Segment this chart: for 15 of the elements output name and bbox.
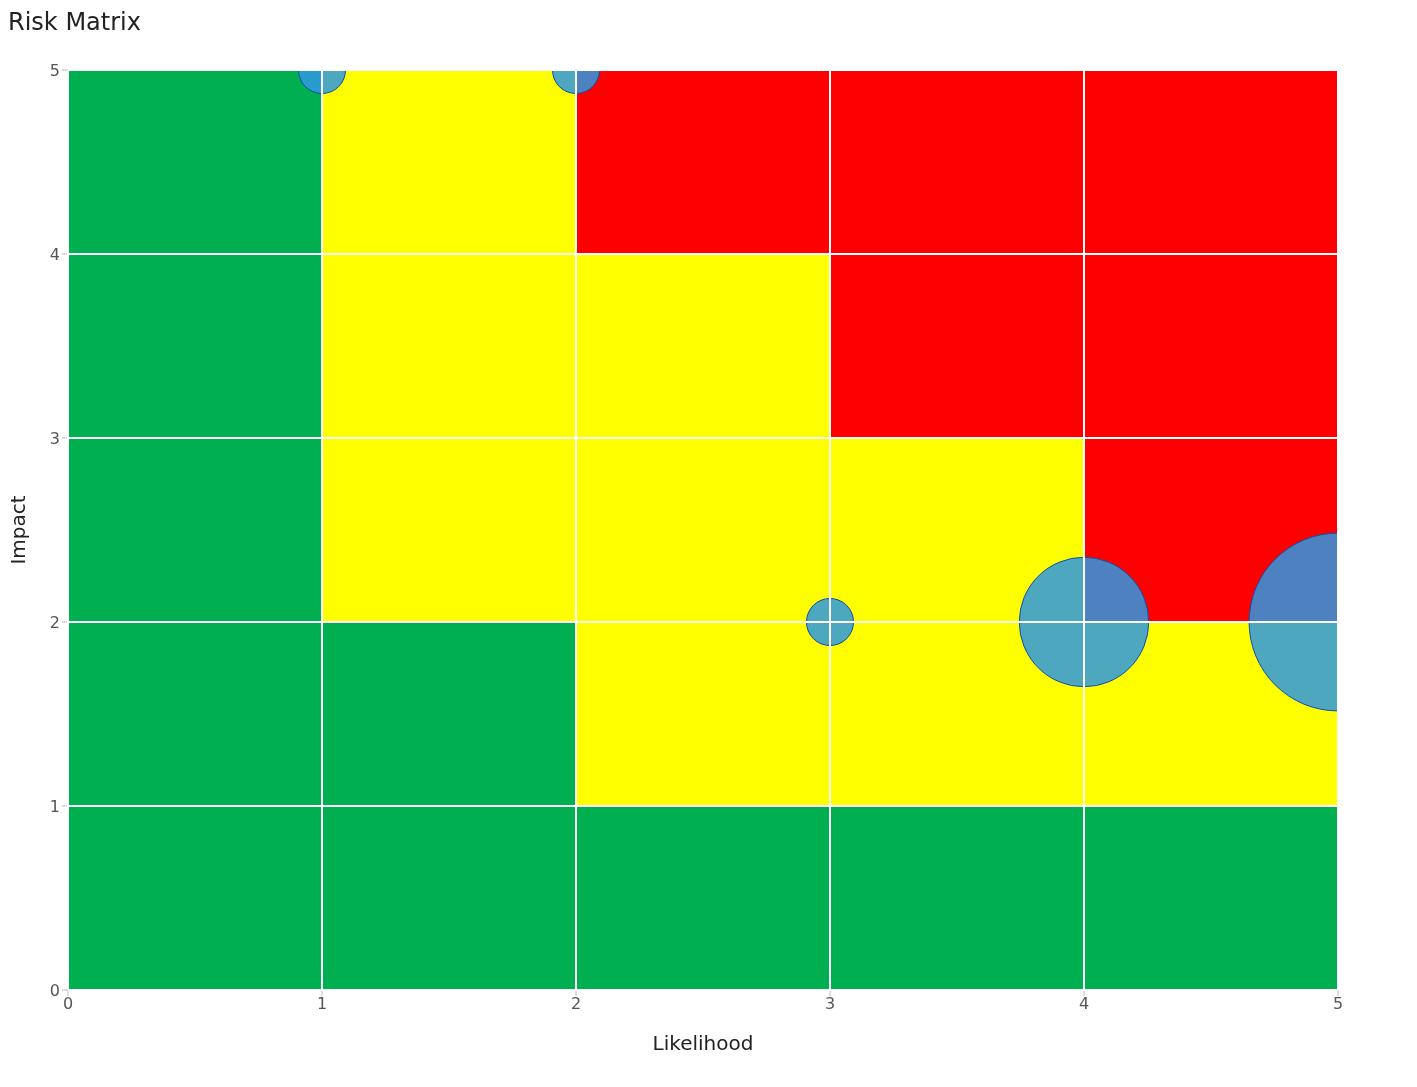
y-axis-title: Impact: [6, 495, 31, 565]
x-tick-label: 2: [570, 994, 582, 1014]
y-tick-label: 1: [49, 796, 60, 816]
y-tick-label: 3: [49, 428, 60, 448]
x-tick-label: 1: [316, 994, 328, 1014]
x-tick-label: 5: [1332, 994, 1344, 1014]
x-tick-label: 4: [1078, 994, 1090, 1014]
x-axis-title: Likelihood: [652, 1031, 754, 1055]
y-tick-label: 4: [49, 244, 60, 264]
y-tick-label: 5: [49, 60, 60, 80]
y-tick-label: 0: [49, 980, 60, 1000]
x-tick-label: 0: [62, 994, 74, 1014]
chart-title: Risk Matrix: [8, 8, 142, 36]
y-tick-label: 2: [49, 612, 60, 632]
x-tick-label: 3: [824, 994, 836, 1014]
